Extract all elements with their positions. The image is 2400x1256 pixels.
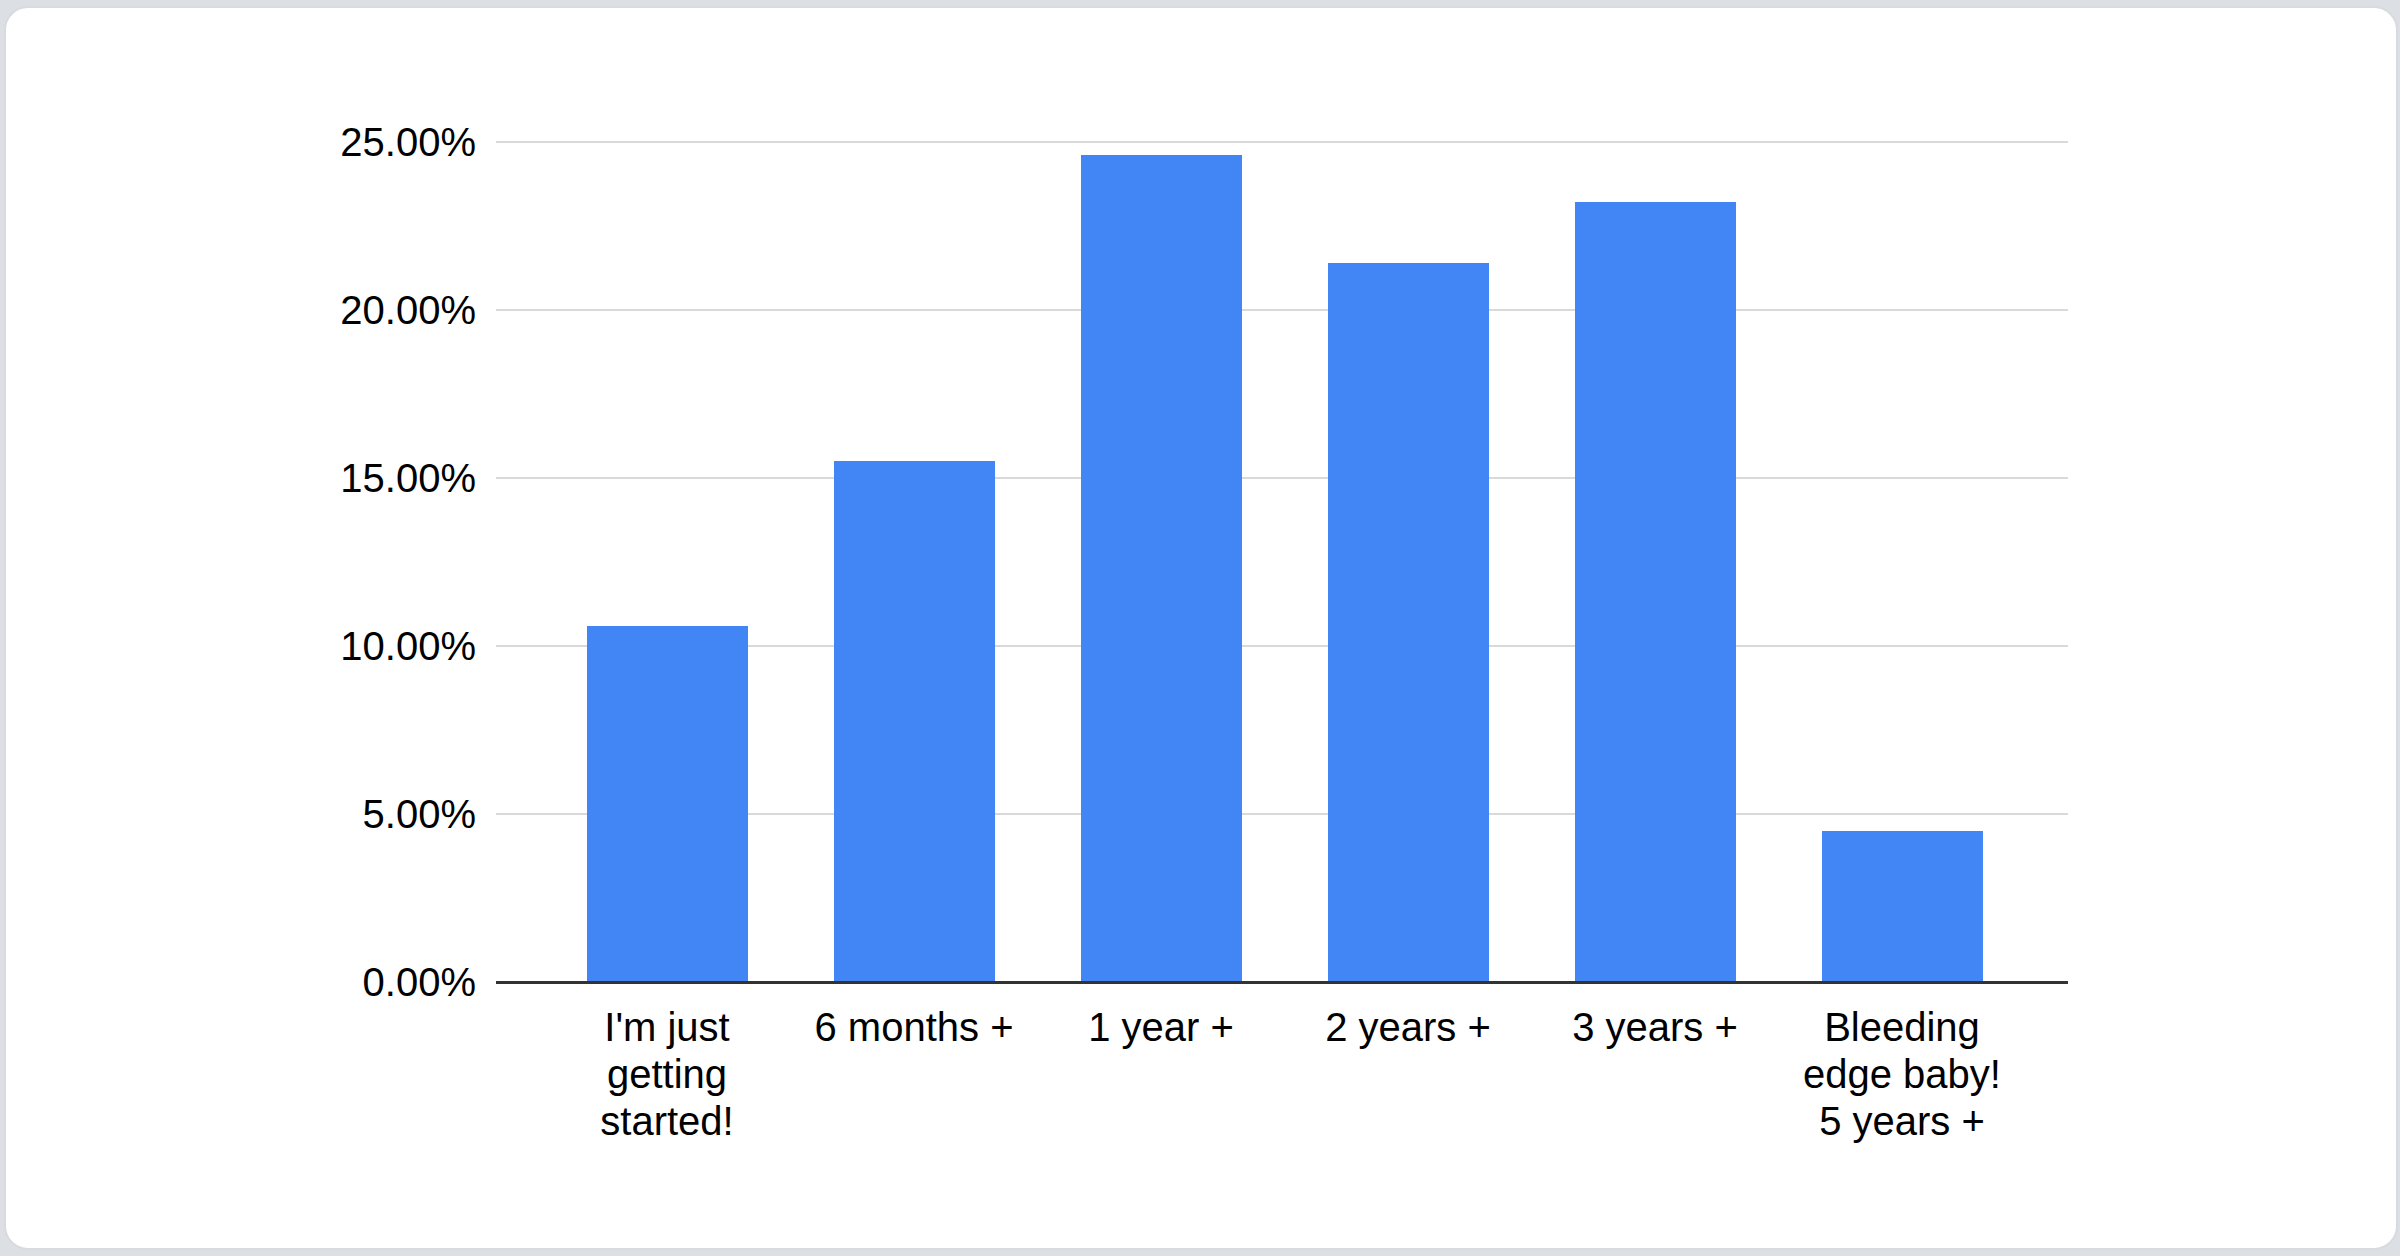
x-axis-tick-label: Bleeding edge baby! 5 years + bbox=[1772, 1004, 2032, 1145]
gridline bbox=[496, 477, 2068, 479]
x-axis-line bbox=[496, 981, 2068, 984]
x-axis-tick-label: 1 year + bbox=[1031, 1004, 1291, 1051]
y-axis-tick-label: 25.00% bbox=[6, 118, 476, 166]
gridline bbox=[496, 309, 2068, 311]
chart-card: 0.00% 5.00% 10.00% 15.00% 20.00% 25.00% I'm ju… bbox=[4, 6, 2398, 1250]
bar-2 bbox=[834, 461, 995, 982]
bar-1 bbox=[587, 626, 748, 982]
x-axis-tick-label: I'm just getting started! bbox=[537, 1004, 797, 1145]
bar-5 bbox=[1575, 202, 1736, 982]
x-axis-tick-label: 2 years + bbox=[1278, 1004, 1538, 1051]
bar-3 bbox=[1081, 155, 1242, 982]
y-axis-tick-label: 15.00% bbox=[6, 454, 476, 502]
plot-area: 0.00% 5.00% 10.00% 15.00% 20.00% 25.00% I'm ju… bbox=[6, 8, 2396, 1248]
y-axis-tick-label: 10.00% bbox=[6, 622, 476, 670]
x-axis-tick-label: 3 years + bbox=[1525, 1004, 1785, 1051]
y-axis-tick-label: 5.00% bbox=[6, 790, 476, 838]
gridline bbox=[496, 141, 2068, 143]
y-axis-tick-label: 0.00% bbox=[6, 958, 476, 1006]
y-axis-tick-label: 20.00% bbox=[6, 286, 476, 334]
bar-6 bbox=[1822, 831, 1983, 982]
page-background: 0.00% 5.00% 10.00% 15.00% 20.00% 25.00% I'm ju… bbox=[0, 0, 2400, 1256]
x-axis-tick-label: 6 months + bbox=[784, 1004, 1044, 1051]
bar-4 bbox=[1328, 263, 1489, 982]
